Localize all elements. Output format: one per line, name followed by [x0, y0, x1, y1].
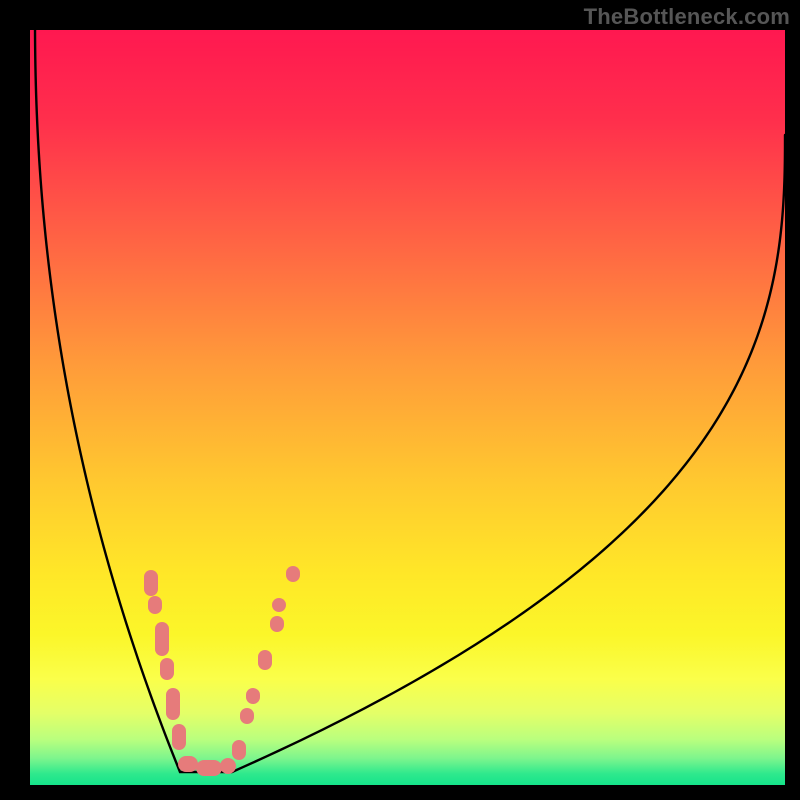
chart-root: TheBottleneck.com [0, 0, 800, 800]
marker-left-3 [160, 658, 174, 680]
watermark-text: TheBottleneck.com [584, 4, 790, 30]
marker-bottom-0 [178, 756, 198, 772]
marker-right-6 [286, 566, 300, 582]
marker-right-3 [258, 650, 272, 670]
marker-left-1 [148, 596, 162, 614]
marker-right-1 [240, 708, 254, 724]
marker-right-0 [232, 740, 246, 760]
marker-right-5 [272, 598, 286, 612]
curve-left [35, 20, 208, 772]
marker-right-2 [246, 688, 260, 704]
curve-right [208, 135, 785, 772]
curve-overlay [0, 0, 800, 800]
marker-left-5 [172, 724, 186, 750]
marker-bottom-1 [196, 760, 222, 776]
marker-left-4 [166, 688, 180, 720]
marker-bottom-2 [220, 758, 236, 774]
marker-right-4 [270, 616, 284, 632]
marker-left-0 [144, 570, 158, 596]
marker-left-2 [155, 622, 169, 656]
